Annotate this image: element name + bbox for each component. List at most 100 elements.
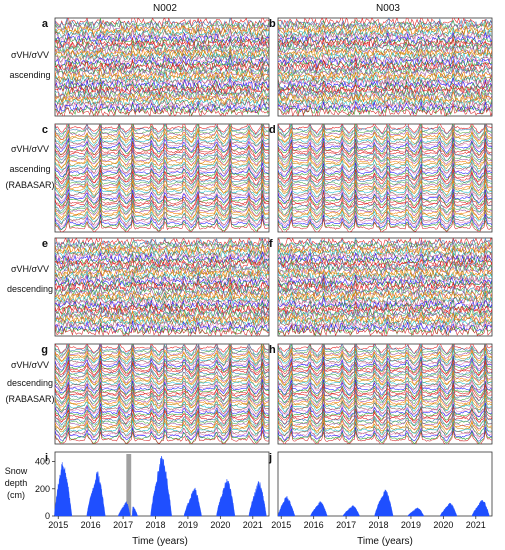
series-line	[278, 290, 492, 304]
series-line	[278, 44, 492, 60]
series-line	[278, 209, 492, 226]
series-line	[278, 26, 492, 39]
series-line	[278, 413, 492, 429]
series-line	[278, 184, 492, 200]
series-line	[55, 178, 269, 194]
series-line	[278, 375, 492, 391]
row-label-4-line2: descending	[7, 378, 53, 388]
series-line	[278, 132, 492, 149]
series-line	[55, 306, 269, 319]
series-line	[278, 194, 492, 210]
series-line	[55, 128, 269, 144]
series-line	[278, 390, 492, 407]
series-line	[55, 407, 269, 423]
series-line	[278, 403, 492, 419]
series-group	[55, 18, 269, 116]
series-line	[278, 103, 492, 116]
series-line	[55, 299, 269, 311]
panel-letter-j: j	[268, 452, 272, 464]
series-line	[278, 199, 492, 215]
series-line	[55, 262, 269, 274]
series-line	[55, 180, 269, 197]
series-line	[55, 25, 269, 39]
series-line	[278, 295, 492, 309]
series-line	[278, 87, 492, 102]
panel-i: 0 200 400 2015 2016 2017 2018 2019 2020 2021 i	[35, 451, 270, 530]
series-line	[55, 344, 269, 356]
series-line	[55, 169, 269, 186]
series-line	[55, 36, 269, 50]
series-line	[55, 86, 269, 102]
panel-letter-g: g	[41, 344, 48, 356]
series-line	[55, 301, 269, 315]
series-line	[55, 403, 269, 419]
series-line	[278, 324, 492, 336]
series-line	[278, 251, 492, 265]
series-line	[278, 24, 492, 38]
series-line	[278, 239, 492, 251]
series-line	[55, 200, 269, 217]
x-tick-label: 2019	[178, 520, 198, 530]
y-tick-label: 0	[45, 511, 50, 521]
series-line	[278, 268, 492, 282]
series-line	[55, 203, 269, 220]
series-line	[55, 293, 269, 309]
series-line	[55, 182, 269, 198]
panel-d: d	[269, 123, 493, 233]
series-line	[55, 349, 269, 366]
series-line	[278, 307, 492, 320]
series-line	[278, 321, 492, 335]
row-label-2-line3: (RABASAR)	[5, 180, 54, 190]
column-title-n003: N003	[376, 3, 400, 14]
series-line	[55, 422, 269, 438]
series-line	[55, 364, 269, 380]
panel-f: f	[269, 237, 493, 337]
series-line	[278, 152, 492, 168]
series-line	[278, 53, 492, 66]
series-line	[278, 76, 492, 91]
series-line	[55, 246, 269, 260]
panel-letter-h: h	[269, 344, 276, 356]
snow-season-2	[310, 501, 328, 517]
series-line	[55, 241, 269, 255]
series-line	[55, 371, 269, 387]
series-line	[278, 155, 492, 169]
series-line	[55, 384, 269, 399]
series-line	[55, 325, 269, 336]
series-line	[55, 40, 269, 56]
series-line	[278, 47, 492, 61]
series-line	[55, 369, 269, 385]
row-label-3-line1: σVH/σVV	[11, 264, 49, 274]
series-line	[278, 289, 492, 302]
series-line	[278, 352, 492, 368]
series-line	[278, 145, 492, 162]
snow-season-6	[439, 502, 458, 517]
series-line	[55, 186, 269, 202]
series-line	[55, 212, 269, 228]
series-line	[278, 81, 492, 95]
series-line	[278, 191, 492, 207]
series-line	[278, 137, 492, 154]
snow-season-1	[277, 496, 296, 517]
series-line	[55, 243, 269, 259]
series-line	[55, 348, 269, 365]
panel-h: h	[269, 343, 493, 445]
series-group	[55, 238, 269, 336]
series-line	[55, 299, 269, 313]
series-line	[55, 345, 269, 362]
series-line	[55, 152, 269, 168]
series-line	[55, 315, 269, 331]
series-line	[55, 198, 269, 215]
series-line	[55, 158, 269, 175]
series-line	[278, 131, 492, 147]
series-line	[278, 257, 492, 272]
series-line	[278, 238, 492, 249]
series-line	[55, 389, 269, 406]
panel-g: g	[41, 343, 270, 445]
series-line	[55, 98, 269, 113]
y-tick-label: 200	[35, 484, 50, 494]
series-line	[55, 430, 269, 444]
series-line	[278, 372, 492, 386]
series-line	[278, 66, 492, 79]
series-line	[55, 205, 269, 222]
